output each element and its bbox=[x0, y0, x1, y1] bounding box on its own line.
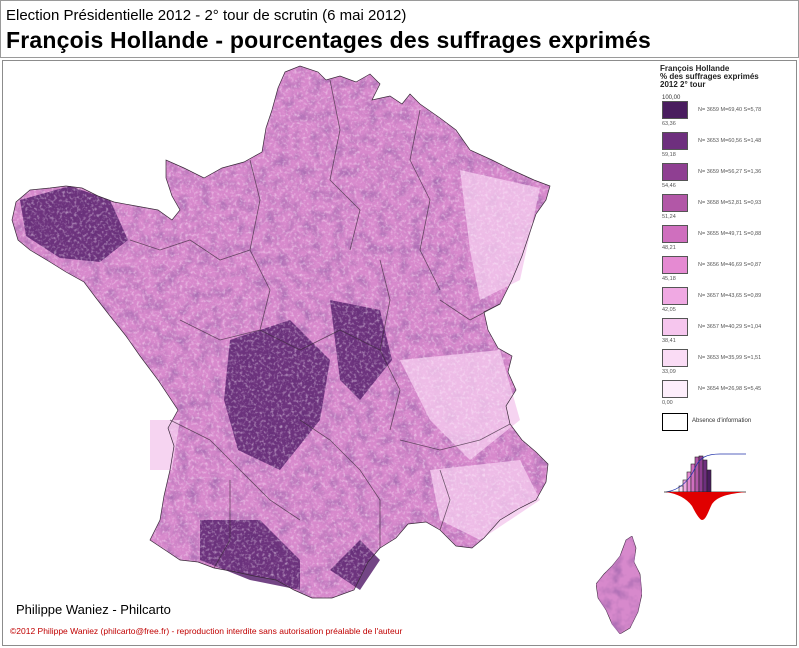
map-subtitle: Election Présidentielle 2012 - 2° tour d… bbox=[6, 7, 407, 24]
legend-class-stats: N= 3658 M=52,81 S=0,93 bbox=[698, 200, 762, 206]
legend-class-stats: N= 3655 M=49,71 S=0,88 bbox=[698, 231, 762, 237]
legend-class-row: N= 3655 M=49,71 S=0,88 48,21 bbox=[660, 225, 780, 256]
legend-absence: Absence d'information bbox=[660, 413, 780, 435]
legend: François Hollande % des suffrages exprim… bbox=[660, 65, 780, 435]
mainland-france bbox=[11, 65, 551, 599]
legend-class-stats: N= 3659 M=56,27 S=1,36 bbox=[698, 169, 762, 175]
legend-absence-swatch bbox=[662, 413, 688, 431]
legend-title-line2: % des suffrages exprimés bbox=[660, 72, 759, 81]
legend-swatch bbox=[662, 287, 688, 305]
legend-class-row: N= 3653 M=35,99 S=1,51 33,09 bbox=[660, 349, 780, 380]
histogram-cumulative-curve bbox=[665, 453, 746, 493]
legend-class-bound: 63,36 bbox=[662, 121, 676, 127]
legend-class-stats: N= 3659 M=69,40 S=5,78 bbox=[698, 107, 762, 113]
legend-class-bound: 38,41 bbox=[662, 338, 676, 344]
legend-title: François Hollande % des suffrages exprim… bbox=[660, 65, 780, 89]
legend-swatch bbox=[662, 163, 688, 181]
mainland-outline bbox=[11, 65, 551, 599]
legend-class-bound: 42,05 bbox=[662, 307, 676, 313]
legend-class-row: N= 3659 M=56,27 S=1,36 54,46 bbox=[660, 163, 780, 194]
legend-class-stats: N= 3653 M=60,56 S=1,48 bbox=[698, 138, 762, 144]
legend-class-bound: 0,00 bbox=[662, 400, 673, 406]
legend-class-stats: N= 3654 M=26,98 S=5,45 bbox=[698, 386, 762, 392]
legend-class-bound: 45,18 bbox=[662, 276, 676, 282]
legend-max-value: 100,00 bbox=[662, 95, 681, 101]
legend-swatch bbox=[662, 101, 688, 119]
legend-class-bound: 59,18 bbox=[662, 152, 676, 158]
legend-title-line1: François Hollande bbox=[660, 64, 730, 73]
legend-class-row: N= 3656 M=46,69 S=0,87 45,18 bbox=[660, 256, 780, 287]
legend-class-row: N= 3653 M=60,56 S=1,48 59,18 bbox=[660, 132, 780, 163]
header-bar: Election Présidentielle 2012 - 2° tour d… bbox=[0, 0, 799, 58]
legend-class-row: N= 3659 M=69,40 S=5,78 63,36 bbox=[660, 101, 780, 132]
legend-absence-label: Absence d'information bbox=[692, 418, 752, 424]
legend-class-bound: 54,46 bbox=[662, 183, 676, 189]
copyright-notice: ©2012 Philippe Waniez (philcarto@free.fr… bbox=[10, 626, 403, 636]
legend-class-stats: N= 3653 M=35,99 S=1,51 bbox=[698, 355, 762, 361]
histogram-deviation bbox=[666, 492, 746, 520]
author-credit: Philippe Waniez - Philcarto bbox=[16, 602, 171, 617]
corsica bbox=[595, 535, 643, 635]
legend-class-row: N= 3657 M=40,29 S=1,04 38,41 bbox=[660, 318, 780, 349]
legend-title-line3: 2012 2° tour bbox=[660, 80, 706, 89]
legend-swatch bbox=[662, 349, 688, 367]
legend-class-bound: 48,21 bbox=[662, 245, 676, 251]
legend-class-row: N= 3654 M=26,98 S=5,45 0,00 bbox=[660, 380, 780, 411]
legend-classes: N= 3659 M=69,40 S=5,78 63,36 N= 3653 M=60,… bbox=[660, 101, 780, 411]
map-title: François Hollande - pourcentages des suf… bbox=[6, 27, 651, 53]
legend-class-bound: 33,09 bbox=[662, 369, 676, 375]
legend-class-bound: 51,24 bbox=[662, 214, 676, 220]
legend-class-stats: N= 3656 M=46,69 S=0,87 bbox=[698, 262, 762, 268]
legend-swatch bbox=[662, 380, 688, 398]
legend-swatch bbox=[662, 194, 688, 212]
distribution-histogram bbox=[664, 453, 746, 520]
legend-class-row: N= 3658 M=52,81 S=0,93 51,24 bbox=[660, 194, 780, 225]
mainland-speckle bbox=[12, 66, 550, 598]
legend-swatch bbox=[662, 256, 688, 274]
legend-class-stats: N= 3657 M=43,65 S=0,89 bbox=[698, 293, 762, 299]
corsica-shape bbox=[595, 535, 643, 635]
legend-swatch bbox=[662, 318, 688, 336]
legend-class-stats: N= 3657 M=40,29 S=1,04 bbox=[698, 324, 762, 330]
legend-swatch bbox=[662, 132, 688, 150]
histogram-bars bbox=[678, 455, 712, 493]
legend-swatch bbox=[662, 225, 688, 243]
legend-class-row: N= 3657 M=43,65 S=0,89 42,05 bbox=[660, 287, 780, 318]
